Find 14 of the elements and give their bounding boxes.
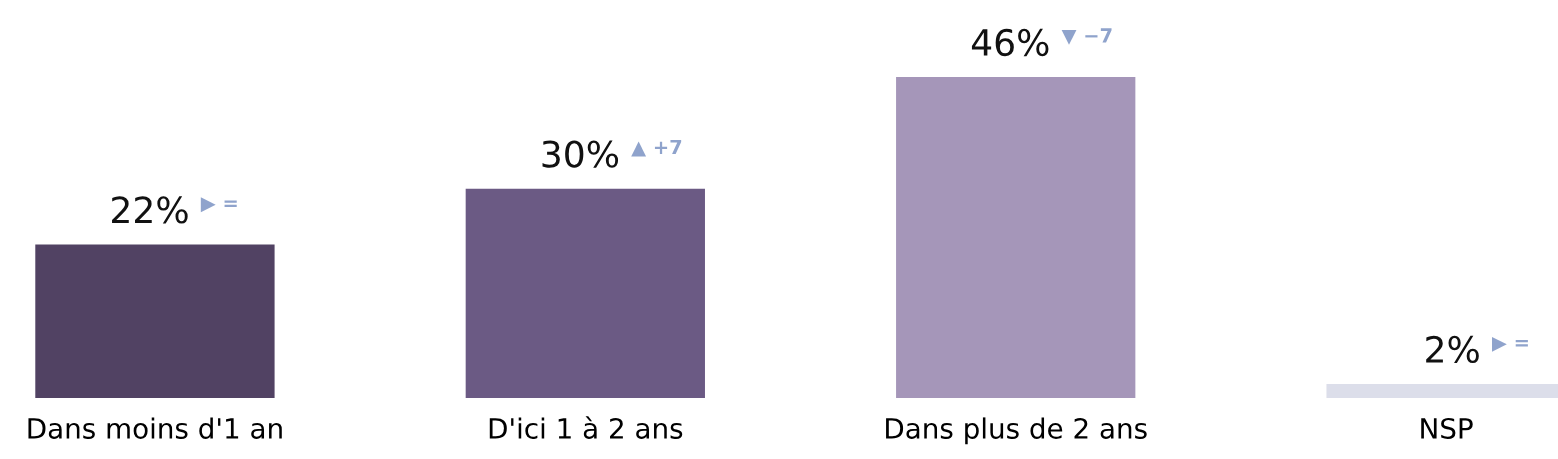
data-label: 46% bbox=[971, 28, 1049, 57]
x-tick-label: D'ici 1 à 2 ans bbox=[489, 416, 683, 439]
bar bbox=[465, 188, 705, 398]
bar bbox=[35, 244, 275, 398]
annotation: ▲ +7 bbox=[631, 139, 682, 157]
annotation: ▶ = bbox=[200, 197, 237, 213]
data-label: 2% bbox=[1426, 335, 1479, 364]
annotation: ▼ −7 bbox=[1061, 28, 1112, 45]
annotation: ▶ = bbox=[1491, 336, 1528, 352]
x-tick-label: Dans plus de 2 ans bbox=[886, 417, 1147, 445]
data-label: 30% bbox=[542, 140, 619, 168]
data-label: 22% bbox=[112, 196, 188, 224]
x-tick-label: Dans moins d'1 an bbox=[28, 417, 282, 439]
x-tick-label: NSP bbox=[1421, 417, 1473, 439]
